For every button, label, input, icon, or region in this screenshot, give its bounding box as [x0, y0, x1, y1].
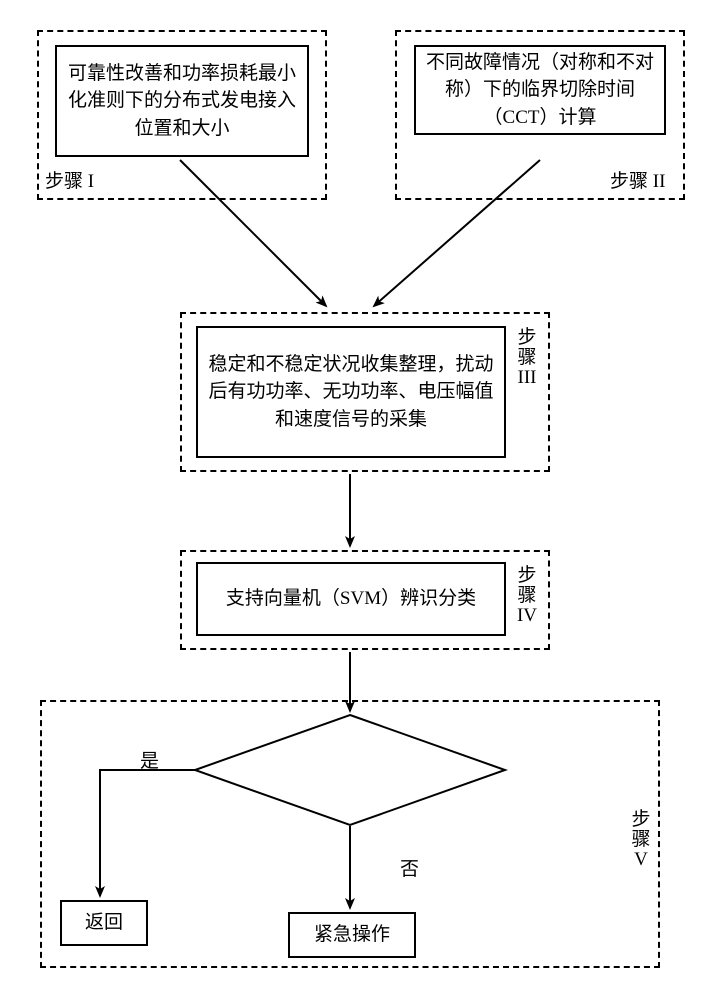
return-text: 返回 [85, 909, 123, 937]
emergency-text: 紧急操作 [314, 921, 390, 949]
no-label: 否 [400, 858, 419, 883]
step4-text: 支持向量机（SVM）辨识分类 [226, 585, 476, 613]
diamond-text: 暂态稳定？ [300, 758, 400, 785]
return-box: 返回 [60, 900, 148, 946]
step4-label: 步骤IV [516, 566, 538, 626]
emergency-box: 紧急操作 [288, 912, 416, 958]
step2-box: 不同故障情况（对称和不对称）下的临界切除时间（CCT）计算 [414, 45, 666, 135]
step2-label: 步骤 II [610, 170, 665, 195]
step1-text: 可靠性改善和功率损耗最小化准则下的分布式发电接入位置和大小 [67, 60, 297, 143]
step3-text: 稳定和不稳定状况收集整理，扰动后有功功率、无功功率、电压幅值和速度信号的采集 [208, 351, 494, 434]
yes-label: 是 [140, 750, 159, 775]
step3-box: 稳定和不稳定状况收集整理，扰动后有功功率、无功功率、电压幅值和速度信号的采集 [196, 326, 506, 458]
step4-box: 支持向量机（SVM）辨识分类 [196, 562, 506, 636]
step5-label: 步骤V [630, 810, 652, 870]
step2-text: 不同故障情况（对称和不对称）下的临界切除时间（CCT）计算 [426, 49, 654, 132]
step1-box: 可靠性改善和功率损耗最小化准则下的分布式发电接入位置和大小 [55, 45, 309, 157]
step1-label: 步骤 I [45, 170, 94, 195]
step3-label: 步骤III [516, 328, 538, 388]
